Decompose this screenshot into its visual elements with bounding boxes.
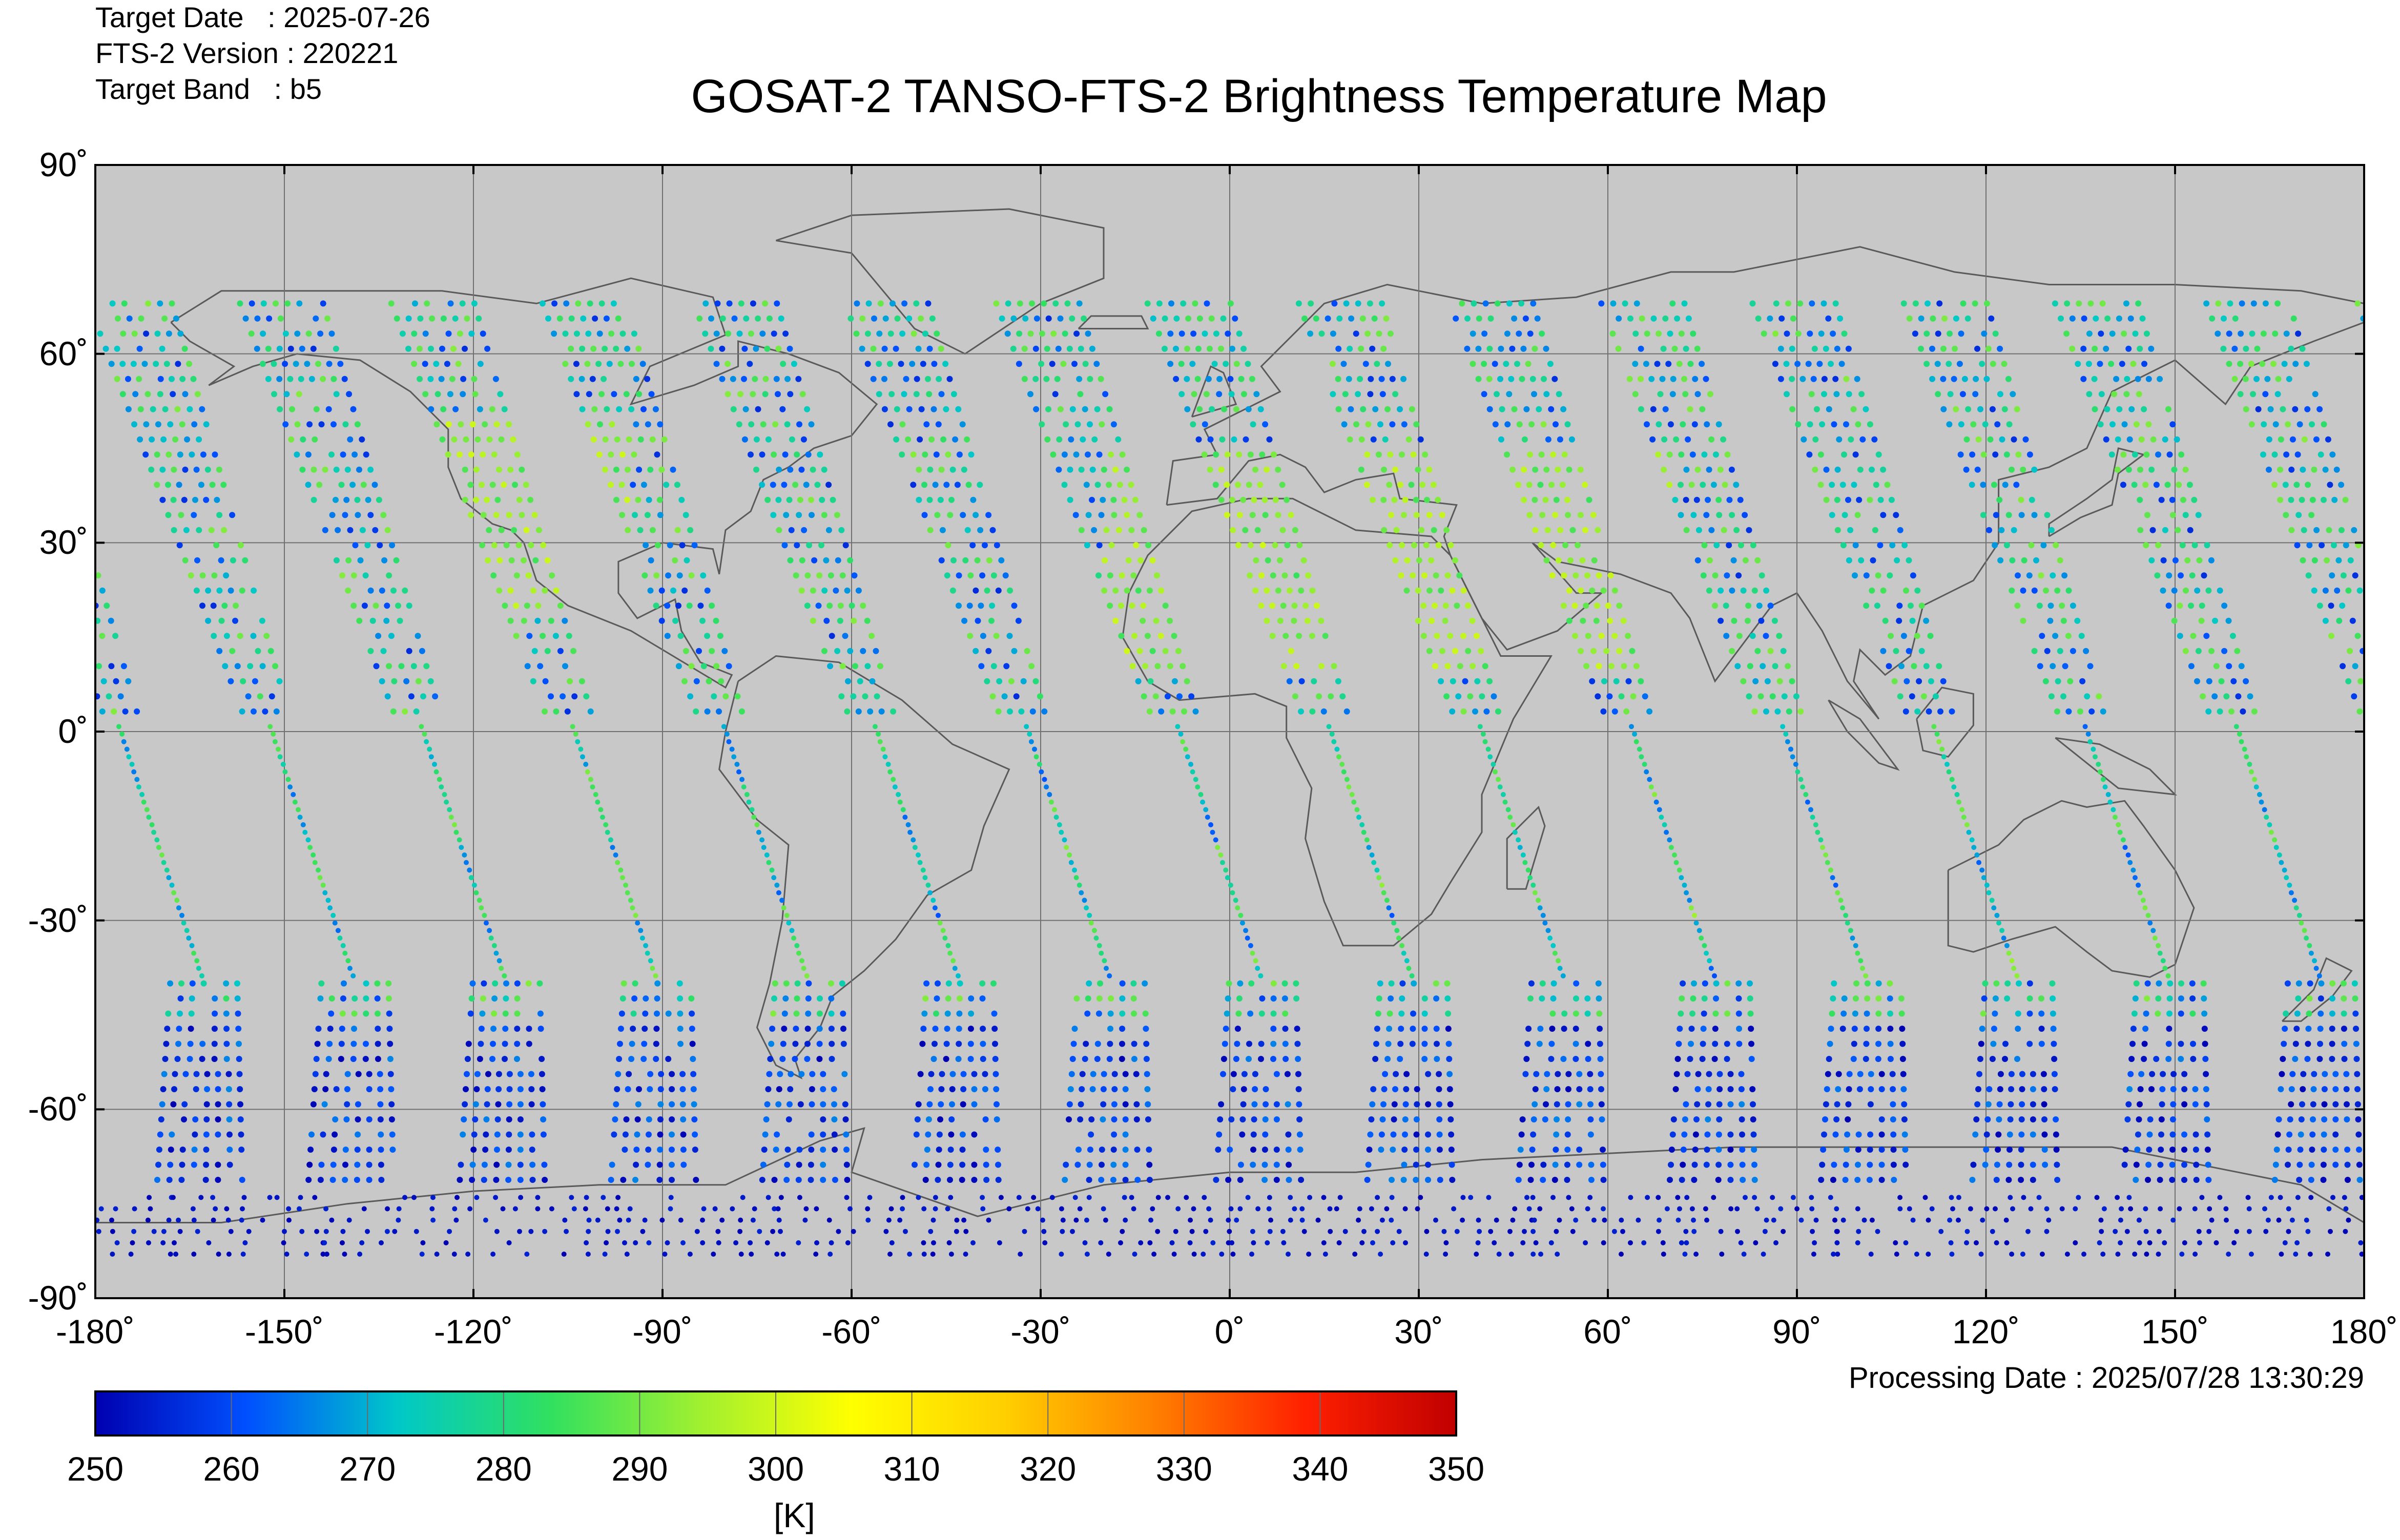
lon-tick-label: 90˚ bbox=[1772, 1313, 1822, 1350]
swath bbox=[1749, 300, 2061, 1257]
lon-tick-label: -60˚ bbox=[821, 1313, 882, 1350]
lat-tick-label: 60˚ bbox=[39, 334, 88, 372]
swath bbox=[97, 300, 2364, 1257]
coastline bbox=[1947, 800, 2195, 978]
coastline bbox=[1166, 246, 2364, 720]
coastline bbox=[1506, 805, 1546, 890]
processing-date: Processing Date : 2025/07/28 13:30:29 bbox=[1848, 1361, 2364, 1395]
swath bbox=[696, 300, 1002, 1257]
fts-version-label: FTS-2 Version : 220221 bbox=[95, 37, 399, 69]
colorbar-tick-label: 330 bbox=[1155, 1450, 1212, 1488]
swath bbox=[237, 300, 548, 1257]
coastline bbox=[718, 655, 1010, 1079]
coastline bbox=[170, 277, 878, 689]
colorbar-tick-label: 280 bbox=[475, 1450, 532, 1488]
lon-tick-label: -30˚ bbox=[1010, 1313, 1071, 1350]
lat-tick-label: -60˚ bbox=[28, 1090, 88, 1128]
swath bbox=[1453, 300, 1758, 1257]
lat-tick-label: 30˚ bbox=[39, 523, 88, 561]
swath-points-layer bbox=[95, 300, 2364, 1257]
lat-tick-label: 90˚ bbox=[39, 145, 88, 183]
target-band-label: Target Band : b5 bbox=[95, 73, 322, 105]
colorbar-tick-label: 340 bbox=[1292, 1450, 1349, 1488]
lon-tick-label: 120˚ bbox=[1952, 1313, 2020, 1350]
lon-tick-label: 180˚ bbox=[2330, 1313, 2398, 1350]
map-title: GOSAT-2 TANSO-FTS-2 Brightness Temperatu… bbox=[691, 70, 1827, 122]
colorbar-tick-label: 290 bbox=[611, 1450, 668, 1488]
coastline bbox=[1828, 699, 1900, 771]
coastline bbox=[95, 1127, 2364, 1223]
colorbar-tick-label: 350 bbox=[1427, 1450, 1485, 1488]
swath bbox=[2052, 300, 2363, 1257]
swath bbox=[539, 300, 851, 1257]
coastline bbox=[1078, 315, 1149, 329]
colorbar bbox=[94, 1390, 1457, 1437]
swath bbox=[95, 300, 2364, 1257]
lon-tick-label: 150˚ bbox=[2141, 1313, 2209, 1350]
colorbar-tick-label: 260 bbox=[203, 1450, 260, 1488]
coastline bbox=[2282, 957, 2353, 1022]
lat-tick-label: 0˚ bbox=[58, 712, 88, 750]
colorbar-tick-label: 300 bbox=[747, 1450, 804, 1488]
lon-tick-label: -180˚ bbox=[55, 1313, 135, 1350]
swath bbox=[1295, 300, 1607, 1257]
lon-tick-label: -120˚ bbox=[433, 1313, 513, 1350]
colorbar-unit-label: [K] bbox=[774, 1496, 815, 1534]
lat-tick-label: -30˚ bbox=[28, 901, 88, 939]
target-date-label: Target Date : 2025-07-26 bbox=[95, 1, 430, 33]
coastline bbox=[1916, 686, 1974, 758]
lon-tick-label: -150˚ bbox=[244, 1313, 324, 1350]
swath bbox=[847, 300, 1153, 1257]
coastline bbox=[2048, 447, 2145, 537]
swath bbox=[388, 300, 699, 1257]
colorbar-tick-label: 320 bbox=[1020, 1450, 1077, 1488]
lon-tick-label: -90˚ bbox=[632, 1313, 693, 1350]
colorbar-tick-label: 270 bbox=[339, 1450, 396, 1488]
swath bbox=[1144, 300, 1456, 1257]
lon-tick-label: 30˚ bbox=[1394, 1313, 1443, 1350]
swath bbox=[993, 300, 1305, 1257]
colorbar-tick-label: 250 bbox=[67, 1450, 124, 1488]
lon-tick-label: 60˚ bbox=[1583, 1313, 1632, 1350]
colorbar-tick-label: 310 bbox=[883, 1450, 940, 1488]
lat-tick-label: -90˚ bbox=[28, 1279, 88, 1317]
swath bbox=[1598, 300, 1909, 1257]
lon-tick-label: 0˚ bbox=[1214, 1313, 1245, 1350]
